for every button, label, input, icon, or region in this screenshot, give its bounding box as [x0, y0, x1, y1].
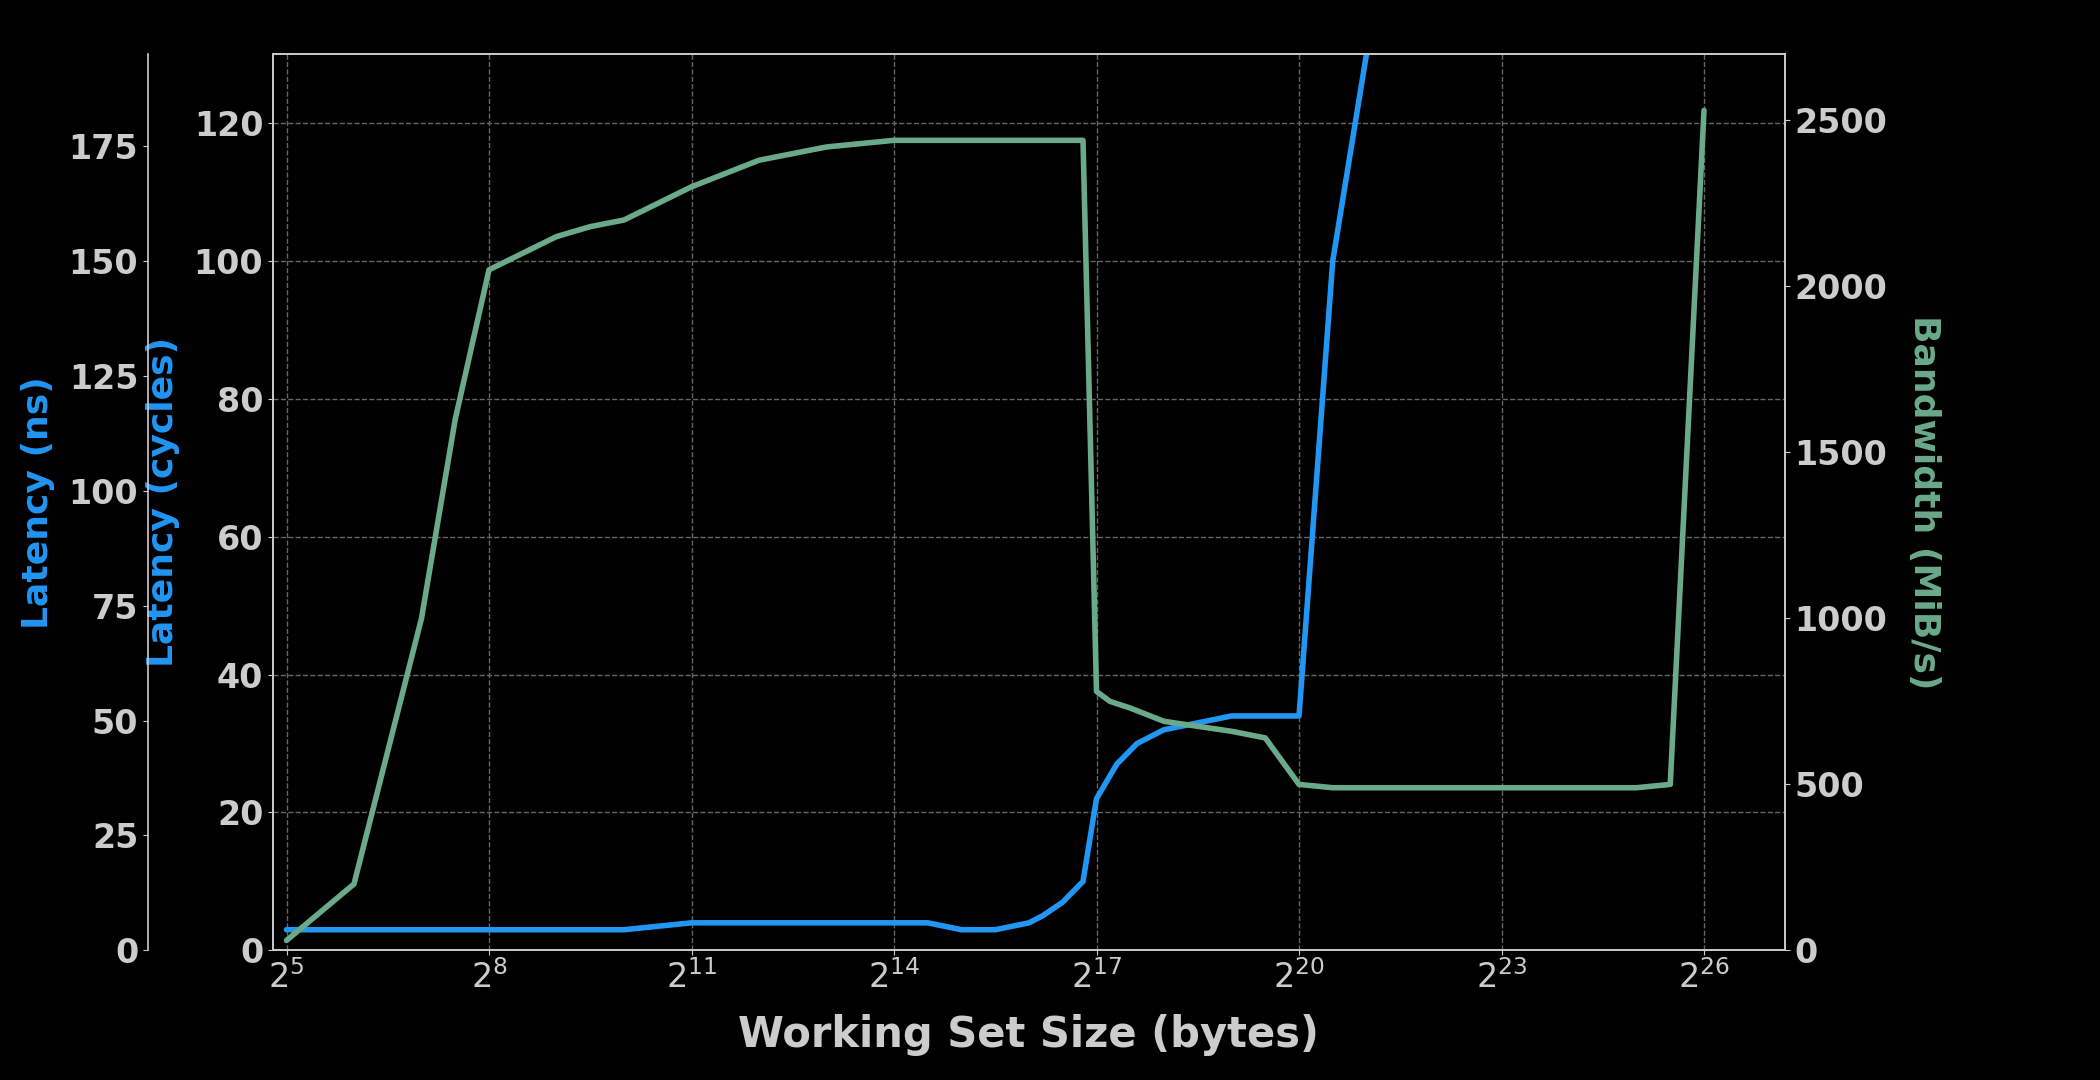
Y-axis label: Latency (ns): Latency (ns) [21, 376, 55, 629]
X-axis label: Working Set Size (bytes): Working Set Size (bytes) [739, 1014, 1319, 1056]
Y-axis label: Bandwidth (MiB/s): Bandwidth (MiB/s) [1907, 315, 1940, 689]
Y-axis label: Latency (cycles): Latency (cycles) [145, 337, 181, 667]
